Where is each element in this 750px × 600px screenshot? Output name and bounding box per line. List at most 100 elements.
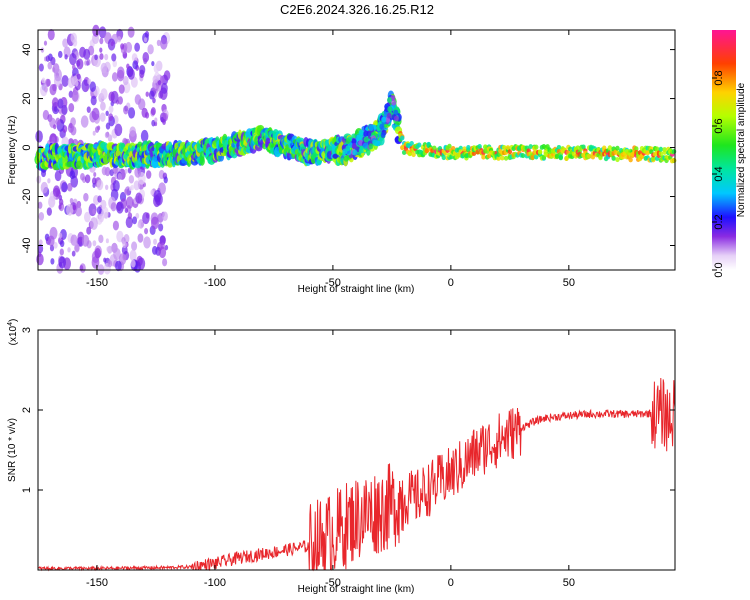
spectrogram-noise-cell xyxy=(80,173,85,181)
spectrogram-band-cell xyxy=(352,149,358,156)
spectrogram-noise-cell xyxy=(64,54,68,60)
spectrogram-band-cell xyxy=(424,148,430,154)
spectrogram-noise-cell xyxy=(59,248,64,256)
snr-panel: -150 -100 -50 0 50 1 2 3 Height of straight li… xyxy=(7,319,676,595)
spectrogram-noise-cell xyxy=(69,170,76,180)
spectrogram-noise-cell xyxy=(140,129,149,143)
spectrogram-noise-cell xyxy=(97,195,102,203)
spectrogram-noise-cell xyxy=(98,26,107,39)
spectrogram-noise-cell xyxy=(47,178,51,184)
spectrogram-noise-cell xyxy=(95,126,100,133)
spectrogram-band-cell xyxy=(634,146,639,152)
spectrogram-noise-cell xyxy=(59,240,65,248)
spectrogram-noise-cell xyxy=(79,264,84,271)
spectrogram-noise-cell xyxy=(72,64,76,71)
spectrogram-band-cell xyxy=(481,154,486,160)
spectrogram-band-cell xyxy=(351,138,357,145)
spectrogram-noise-cell xyxy=(93,172,97,177)
spectrogram-band-cell xyxy=(380,132,386,139)
spectrogram-noise-cell xyxy=(151,60,155,67)
spectrogram-noise-cell xyxy=(112,180,120,192)
colorbar-tick-label: 0.0 xyxy=(713,262,725,277)
spectrogram-noise-cell xyxy=(158,246,167,259)
spectrogram-noise-cell xyxy=(162,258,168,267)
snr-x-tick-label: -50 xyxy=(325,577,341,589)
spectrogram-noise-cell xyxy=(53,106,58,112)
spectrogram-noise-cell xyxy=(145,91,149,97)
spectrogram-noise-cell xyxy=(160,82,168,94)
spectrogram-noise-cell xyxy=(117,96,123,105)
spectrogram-band-cell xyxy=(358,147,364,154)
spectrogram-noise-cell xyxy=(130,184,134,191)
spectrogram-noise-cell xyxy=(43,40,48,46)
spectrogram-noise-cell xyxy=(66,203,74,216)
spectrogram-band-cell xyxy=(615,157,620,163)
spectrogram-noise-cell xyxy=(103,257,107,263)
spectrogram-noise-cell xyxy=(120,43,125,50)
spectrogram-noise-cell xyxy=(53,242,58,249)
snr-y-ticks: 1 2 3 xyxy=(21,327,675,493)
snr-x-tick-label: 50 xyxy=(563,577,575,589)
spectrogram-noise-cell xyxy=(137,233,144,243)
spectrogram-noise-cell xyxy=(89,217,98,230)
spectrogram-band-cell xyxy=(386,112,392,119)
snr-series xyxy=(38,377,676,572)
spectrogram-band-cell xyxy=(363,136,369,143)
colorbar-tick-label: 0.4 xyxy=(713,166,725,181)
spectrogram-noise-cell xyxy=(126,63,130,70)
spectrogram-noise-cell xyxy=(141,107,148,118)
snr-y-tick-label: 1 xyxy=(21,487,33,493)
spectrogram-noise-cell xyxy=(117,36,122,43)
spectrogram-noise-cell xyxy=(83,211,91,223)
spectrogram-noise-cell xyxy=(92,208,96,215)
spectrogram-y-tick-label: 0 xyxy=(21,144,33,150)
spectrogram-noise-cell xyxy=(158,223,164,232)
spectrogram-noise-cell xyxy=(113,247,121,261)
spectrogram-band-cell xyxy=(400,135,405,141)
spectrogram-noise-cell xyxy=(46,78,51,87)
spectrogram-y-axis-title: Frequency (Hz) xyxy=(7,116,18,185)
spectrogram-noise-cell xyxy=(124,207,129,214)
spectrogram-band-cell xyxy=(651,156,656,162)
spectrogram-noise-cell xyxy=(53,124,57,130)
snr-x-tick-label: 0 xyxy=(448,577,454,589)
spectrogram-noise-cell xyxy=(74,80,79,87)
snr-x-axis-title: Height of straight line (km) xyxy=(298,584,415,595)
spectrogram-noise-cell xyxy=(125,41,133,53)
spectrogram-band-cell xyxy=(671,157,677,163)
spectrogram-band-cell xyxy=(379,123,385,130)
spectrogram-x-axis-title: Height of straight line (km) xyxy=(298,284,415,295)
spectrogram-band-cell xyxy=(393,109,399,116)
spectrogram-noise-cell xyxy=(121,245,128,255)
spectrogram-band-cell xyxy=(356,134,362,141)
spectrogram-noise-cell xyxy=(47,29,55,41)
spectrogram-noise-cell xyxy=(47,61,53,70)
spectrogram-noise-cell xyxy=(127,107,136,119)
spectrogram-noise-cell xyxy=(162,118,166,125)
spectrogram-band-cell xyxy=(662,149,667,155)
spectrogram-noise-cell xyxy=(104,131,109,139)
spectrogram-noise-cell xyxy=(69,197,74,204)
spectrogram-noise-cell xyxy=(111,53,117,62)
spectrogram-noise-cell xyxy=(151,119,156,127)
spectrogram-noise-cell xyxy=(156,39,161,47)
spectrogram-noise-cell xyxy=(145,170,152,179)
spectrogram-band-cell xyxy=(368,143,374,150)
spectrogram-noise-cell xyxy=(38,239,43,246)
spectrogram-noise-cell xyxy=(92,24,100,37)
spectrogram-noise-cell xyxy=(36,175,42,184)
spectrogram-band-cell xyxy=(345,137,351,144)
spectrogram-band-cell xyxy=(611,155,616,161)
spectrogram-band-cell xyxy=(671,148,677,154)
spectrogram-noise-cell xyxy=(92,240,97,247)
spectrogram-noise-cell xyxy=(105,122,111,130)
spectrogram-noise-cell xyxy=(122,75,129,86)
spectrogram-noise-cell xyxy=(142,212,150,225)
spectrogram-noise-cell xyxy=(114,123,123,137)
spectrogram-band-cell xyxy=(451,146,456,152)
spectrogram-noise-cell xyxy=(72,38,78,47)
spectrogram-noise-cell xyxy=(106,246,110,252)
spectrogram-noise-cell xyxy=(107,134,113,142)
spectrogram-noise-cell xyxy=(101,166,108,176)
spectrogram-band-cell xyxy=(654,146,660,152)
